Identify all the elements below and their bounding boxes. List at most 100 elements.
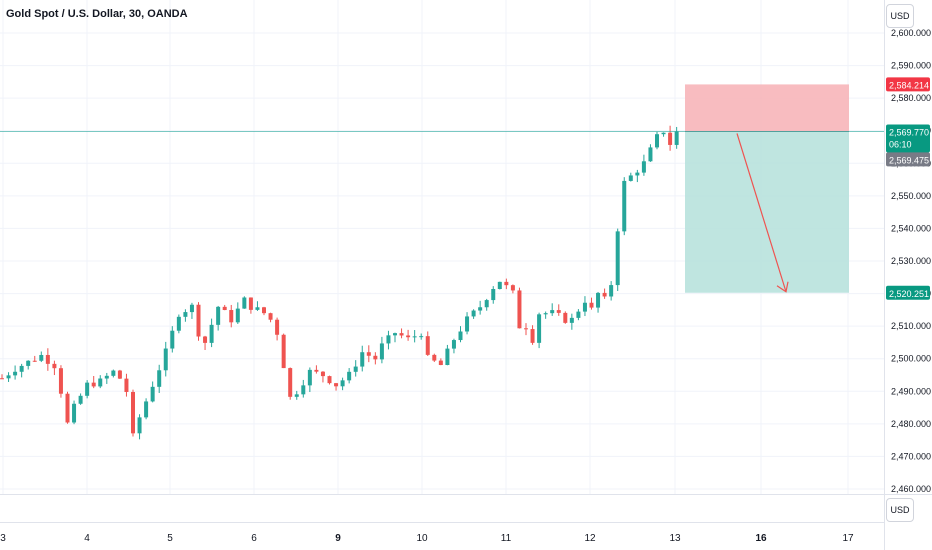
candle-body [19,365,24,372]
candle-body [235,308,240,323]
candle-body [445,348,450,366]
currency-button-bottom[interactable]: USD [886,498,914,522]
candle [425,331,430,356]
y-tick-label: 2,490.000 [891,386,931,396]
projection-arrow [736,133,787,292]
candle-body [556,310,561,313]
candle [524,323,528,336]
candle [641,154,646,176]
candle-body [353,366,358,372]
candle [484,298,489,311]
candle [170,326,175,353]
candle [432,353,437,363]
candle [412,330,417,343]
candle [157,364,162,393]
candle-body [216,306,221,325]
candle-body [582,302,587,312]
candle-body [39,354,44,361]
x-tick-label: 10 [416,533,428,544]
candle [504,278,509,290]
candle [203,335,208,350]
candle [393,332,397,343]
candle-body [275,319,280,335]
candle-body [98,378,103,387]
candle [628,172,633,182]
candle-body [484,300,489,308]
candle-body [465,316,470,332]
candle [255,301,260,311]
candle [373,352,378,365]
y-tick-label: 2,540.000 [891,223,931,233]
candle [26,360,31,370]
candle-body [674,131,679,145]
candle-body [347,371,352,381]
x-tick-label: 11 [501,533,512,544]
candle [294,390,299,400]
prev-price-label-bg [886,152,930,167]
candle-body [569,317,574,323]
candle [288,367,293,400]
candle-body [52,363,57,369]
candle-body [301,385,306,395]
candle-body [183,312,188,317]
current-price-label-bg [886,124,930,153]
candle [340,377,345,391]
candle [465,312,470,335]
candle-body [91,382,96,387]
candle [609,281,614,301]
candle [445,344,450,366]
candle [144,398,149,420]
candle-body [196,304,201,337]
candle-body [399,333,404,336]
candle [668,125,673,151]
candle [45,348,50,371]
target-price-label-text: 2,520.251 [889,289,929,299]
prev-price-label-text: 2,569.475 [889,155,929,165]
candle [589,297,594,310]
candle-body [104,375,109,379]
candle [131,389,135,437]
candle-body [622,180,627,232]
candle-body [438,360,443,366]
candle-body [58,368,63,394]
candle-body [281,334,286,369]
candle [661,132,666,137]
candle-body [255,307,260,310]
candle [386,330,391,350]
candle-body [137,417,142,434]
candle-body [393,333,397,336]
candle-body [628,175,633,181]
candle [98,375,103,389]
candle-body [425,336,430,355]
candle-body [458,331,463,341]
candle [163,341,168,377]
candle [183,309,188,322]
candle [582,296,587,317]
candle-body [530,329,535,343]
candle-body [563,312,568,323]
candle [366,345,371,363]
candle [510,284,515,294]
candle-body [340,380,345,387]
candle-body [248,297,253,310]
position-tool[interactable] [685,84,849,293]
y-tick-label: 2,480.000 [891,419,931,429]
candle-body [72,403,77,423]
candle-body [327,376,332,384]
currency-button-top[interactable]: USD [886,4,914,28]
candle-body [176,316,181,331]
candle [379,336,384,364]
x-tick-label: 9 [335,533,341,544]
candle-body [609,285,614,297]
candle [602,288,607,299]
candle [655,131,659,150]
candle-body [412,336,417,338]
prev-price-label: 2,569.475 [886,152,930,167]
candle-body [478,307,483,311]
take-profit-zone [685,131,849,293]
candle-body [543,313,548,315]
candle [85,380,90,399]
candle [438,358,443,366]
candle [569,313,574,330]
